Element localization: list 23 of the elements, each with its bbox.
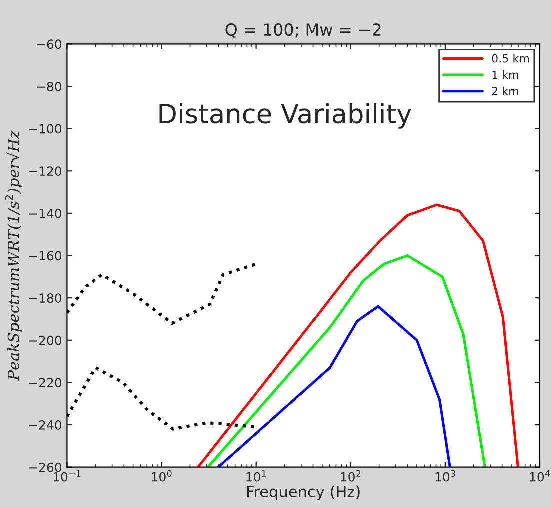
y-tick-label: −240 bbox=[29, 420, 62, 430]
y-tick-label: −80 bbox=[37, 82, 62, 92]
y-tick-label: −220 bbox=[29, 378, 62, 388]
legend-label: 0.5 km bbox=[492, 54, 530, 63]
x-axis-title: Frequency (Hz) bbox=[247, 486, 360, 500]
legend-label: 1 km bbox=[492, 70, 518, 79]
y-tick-label: −60 bbox=[37, 40, 62, 50]
y-tick-label: −100 bbox=[29, 124, 62, 134]
y-tick-label: −120 bbox=[29, 166, 62, 176]
x-tick-label: 10$^{2}$ bbox=[341, 470, 361, 482]
annotation: Distance Variability bbox=[160, 103, 412, 129]
x-tick-label: 10$^{3}$ bbox=[436, 470, 456, 482]
y-tick-label: −180 bbox=[29, 294, 62, 304]
x-tick-label: 10$^{0}$ bbox=[152, 470, 172, 482]
y-axis-title: PeakSpectrumWRT(1/s$^{2}$)per√Hz bbox=[5, 130, 22, 381]
y-tick-label: −140 bbox=[29, 208, 62, 218]
chart-title: Q = 100; Mw = −2 bbox=[226, 23, 381, 38]
y-tick-label: −200 bbox=[29, 336, 62, 346]
y-tick-label: −260 bbox=[29, 462, 62, 472]
x-tick-label: 10$^{4}$ bbox=[530, 470, 550, 482]
x-tick-label: 10$^{1}$ bbox=[246, 470, 266, 482]
y-tick-label: −160 bbox=[29, 251, 62, 261]
legend-label: 2 km bbox=[492, 86, 518, 96]
